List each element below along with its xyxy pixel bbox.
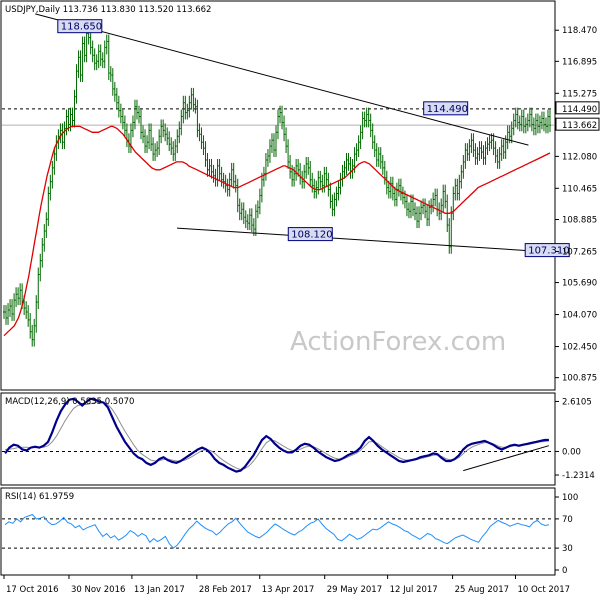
rsi-panel (0, 487, 556, 576)
price-axis: 118.470 116.895 115.275 113.662 112.080 110.4… (555, 26, 600, 384)
macd-lines (2, 397, 554, 473)
macd-panel (0, 392, 556, 486)
watermark: ActionForex.com (290, 327, 506, 357)
macd-header: MACD(12,26,9) 0.5835 0.5070 (5, 397, 134, 407)
macd-main-line (4, 397, 549, 473)
price-tick-label: 108.885 (562, 215, 597, 225)
price-panel (0, 0, 556, 391)
price-tick-label: 107.265 (562, 247, 597, 257)
price-tick-label: 112.080 (562, 152, 597, 162)
macd-axis: 2.6105 0.00 -1.2314 (555, 397, 595, 481)
date-tick-label: 13 Jan 2017 (134, 585, 185, 595)
date-tick-label: 29 May 2017 (327, 585, 382, 595)
date-tick-label: 17 Oct 2016 (6, 585, 59, 595)
annotation-label: 108.120 (291, 230, 332, 241)
rsi-tick-label: 0 (562, 566, 567, 576)
macd-tick-label: -1.2314 (562, 471, 595, 481)
moving-average (3, 125, 551, 337)
trendline (177, 227, 561, 254)
date-tick-label: 28 Feb 2017 (199, 585, 252, 595)
rsi-line (2, 513, 554, 549)
macd-tick-label: 0.00 (562, 447, 581, 457)
date-tick-label: 25 Aug 2017 (455, 585, 509, 595)
rsi-axis: 100 70 30 0 (555, 493, 578, 576)
date-axis: 17 Oct 2016 30 Nov 2016 13 Jan 2017 28 Feb … (3, 575, 570, 595)
price-tick-label: 116.895 (562, 57, 597, 67)
annotation-box (524, 243, 570, 258)
date-tick-label: 12 Jul 2017 (390, 585, 438, 595)
price-tick-label: 118.470 (562, 26, 597, 36)
price-header: USDJPY,Daily 113.736 113.830 113.520 113… (5, 5, 211, 15)
price-tick-label: 102.450 (562, 343, 597, 353)
macd-tick-label: 2.6105 (562, 397, 592, 407)
rsi-tick-label: 30 (562, 544, 573, 554)
annotation-label: 118.650 (61, 22, 102, 33)
price-tick-label: 105.690 (562, 279, 597, 289)
resistance-tag-label: 114.490 (562, 105, 597, 115)
rsi-line-path (4, 513, 550, 549)
price-tick-label: 104.070 (562, 311, 597, 321)
resistance-tag (555, 101, 600, 115)
annotation-box (423, 101, 469, 116)
ma-line (3, 125, 551, 337)
annotation-box (287, 227, 333, 242)
rsi-tick-label: 70 (562, 515, 573, 525)
date-tick-label: 30 Nov 2016 (71, 585, 125, 595)
candles (3, 26, 551, 347)
rsi-header: RSI(14) 61.9759 (5, 492, 74, 502)
current-price-tag-label: 113.662 (562, 121, 597, 131)
annotation-label: 114.490 (427, 104, 468, 115)
date-tick-label: 13 Apr 2017 (262, 585, 315, 595)
rsi-tick-label: 100 (562, 493, 578, 503)
macd-signal-line (5, 401, 549, 471)
annotation-label: 107.310 (528, 246, 569, 257)
trendlines (35, 13, 561, 254)
current-price-tag (555, 117, 600, 131)
price-tick-label: 100.875 (562, 374, 597, 384)
price-tick-label: 110.465 (562, 184, 597, 194)
annotation-box (57, 19, 103, 34)
price-annotations: 118.650 114.490 108.120 107.310 (57, 19, 570, 258)
macd-trendline (463, 445, 549, 472)
trendline (35, 13, 529, 146)
price-tick-label: 115.275 (562, 89, 597, 99)
date-tick-label: 10 Oct 2017 (517, 585, 570, 595)
